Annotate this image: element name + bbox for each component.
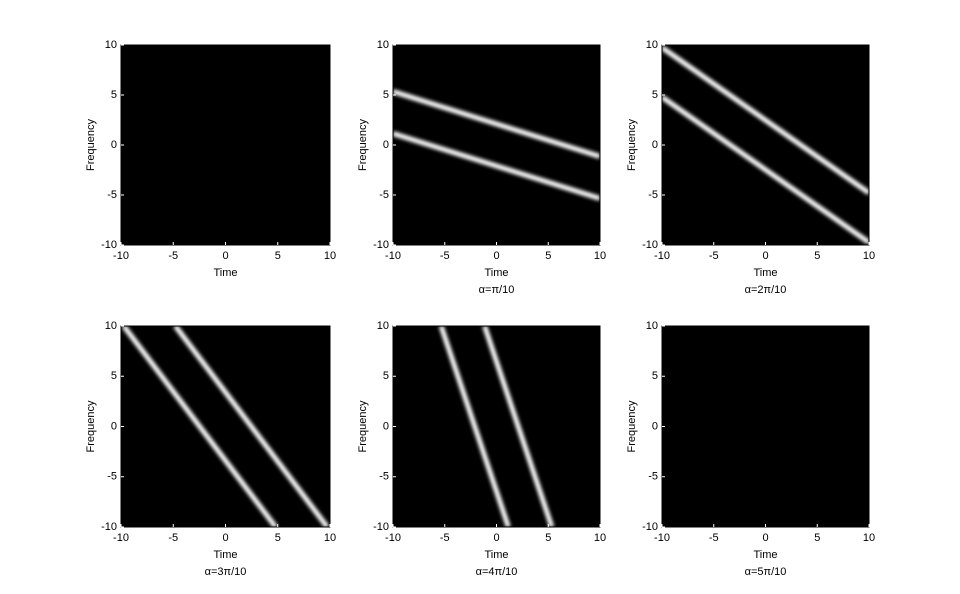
x-tick-label: 10: [863, 532, 875, 544]
band-line: [662, 95, 869, 245]
y-tick-label: -5: [107, 471, 117, 483]
x-tick-label: -10: [654, 532, 670, 544]
x-tick-label: 0: [493, 532, 499, 544]
x-tick-label: 5: [545, 250, 551, 262]
caption: α=2π/10: [745, 284, 787, 296]
band-line: [393, 89, 600, 159]
y-tick-label: 0: [652, 139, 658, 151]
y-axis-label: Frequency: [626, 119, 638, 171]
band-line: [482, 326, 555, 527]
x-tick-label: -5: [709, 532, 719, 544]
y-tick-label: 10: [377, 39, 389, 51]
y-tick-label: 0: [652, 420, 658, 432]
plot-background: [662, 326, 869, 527]
x-axis-label: Time: [213, 267, 237, 279]
y-tick-label: 0: [111, 420, 117, 432]
x-tick-label: 0: [762, 250, 768, 262]
x-tick-label: -10: [385, 532, 401, 544]
x-tick-label: 0: [222, 250, 228, 262]
panel: -10 -5 0 5 10 -10 -5 0 5 10 Time Frequency α=3π/10: [85, 320, 336, 578]
plot-background: [662, 45, 869, 245]
x-axis-label: Time: [753, 549, 777, 561]
y-tick-label: 5: [383, 370, 389, 382]
x-tick-label: -5: [168, 250, 178, 262]
caption: α=π/10: [479, 284, 515, 296]
x-axis-label: Time: [484, 267, 508, 279]
panel: -10 -5 0 5 10 -10 -5 0 5 10 Time Frequency α=5π/10: [626, 320, 875, 578]
y-tick-label: -5: [379, 471, 389, 483]
y-axis-label: Frequency: [357, 119, 369, 171]
x-tick-label: -5: [440, 532, 450, 544]
x-tick-label: 5: [275, 532, 281, 544]
x-tick-label: 10: [594, 532, 606, 544]
panel: -10 -5 0 5 10 -10 -5 0 5 10 Time Frequency α=π/10: [357, 39, 606, 296]
x-tick-label: -10: [385, 250, 401, 262]
y-tick-label: -10: [373, 239, 389, 251]
x-axis-label: Time: [753, 267, 777, 279]
y-axis-label: Frequency: [357, 400, 369, 452]
x-tick-label: 5: [275, 250, 281, 262]
x-tick-label: 5: [545, 532, 551, 544]
x-tick-label: 0: [222, 532, 228, 544]
y-tick-label: 0: [383, 139, 389, 151]
y-tick-label: -10: [373, 521, 389, 533]
y-tick-label: 10: [646, 39, 658, 51]
panel: -10 -5 0 5 10 -10 -5 0 5 10 Time Frequency α=2π/10: [626, 39, 875, 296]
x-tick-label: 0: [493, 250, 499, 262]
x-axis-label: Time: [213, 549, 237, 561]
x-tick-label: 0: [762, 532, 768, 544]
y-tick-label: -5: [379, 189, 389, 201]
x-tick-label: -10: [113, 532, 129, 544]
band-line: [662, 45, 869, 195]
panel: -10 -5 0 5 10 -10 -5 0 5 10 Time Frequency α=4π/10: [357, 320, 606, 578]
y-tick-label: -10: [101, 521, 117, 533]
x-tick-label: 10: [594, 250, 606, 262]
x-tick-label: 5: [814, 250, 820, 262]
x-tick-label: -5: [440, 250, 450, 262]
y-tick-label: -10: [642, 521, 658, 533]
y-axis-label: Frequency: [626, 400, 638, 452]
x-axis-label: Time: [484, 549, 508, 561]
y-tick-label: 5: [111, 370, 117, 382]
x-tick-label: 10: [324, 250, 336, 262]
x-tick-label: -5: [168, 532, 178, 544]
x-tick-label: -5: [709, 250, 719, 262]
x-tick-label: -10: [113, 250, 129, 262]
y-tick-label: 10: [105, 39, 117, 51]
y-tick-label: 5: [652, 89, 658, 101]
x-tick-label: 5: [814, 532, 820, 544]
y-tick-label: -5: [107, 189, 117, 201]
caption: α=5π/10: [745, 566, 787, 578]
y-tick-label: 5: [652, 370, 658, 382]
band-line: [393, 131, 600, 201]
y-axis-label: Frequency: [85, 119, 97, 171]
plot-background: [121, 326, 330, 527]
y-tick-label: 0: [383, 420, 389, 432]
y-axis-label: Frequency: [85, 400, 97, 452]
y-tick-label: 0: [111, 139, 117, 151]
caption: α=3π/10: [205, 566, 247, 578]
band-line: [173, 326, 330, 527]
band-line: [121, 326, 278, 527]
y-tick-label: -10: [101, 239, 117, 251]
x-tick-label: 10: [324, 532, 336, 544]
caption: α=4π/10: [476, 566, 518, 578]
plot-background: [121, 45, 330, 245]
panel: -10 -5 0 5 10 -10 -5 0 5 10 Time Frequency: [85, 39, 336, 279]
y-tick-label: 10: [646, 320, 658, 332]
y-tick-label: -5: [648, 471, 658, 483]
y-tick-label: 10: [377, 320, 389, 332]
y-tick-label: -10: [642, 239, 658, 251]
x-tick-label: -10: [654, 250, 670, 262]
x-tick-label: 10: [863, 250, 875, 262]
y-tick-label: 10: [105, 320, 117, 332]
band-line: [438, 326, 511, 527]
y-tick-label: 5: [111, 89, 117, 101]
y-tick-label: 5: [383, 89, 389, 101]
y-tick-label: -5: [648, 189, 658, 201]
